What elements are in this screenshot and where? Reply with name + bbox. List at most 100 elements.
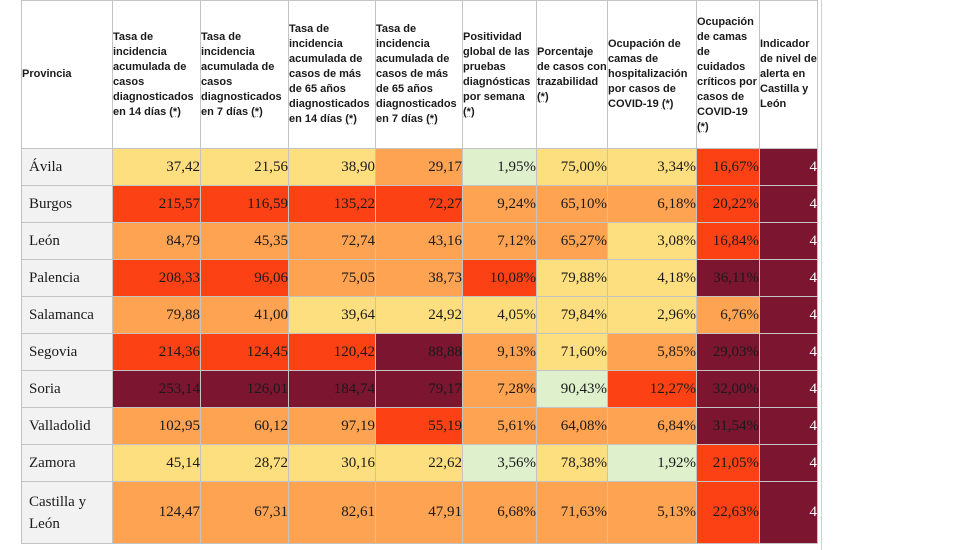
value-cell: 135,22 [288,185,376,223]
value-cell: 72,27 [375,185,463,223]
value-cell: 253,14 [112,370,201,408]
value-cell: 43,16 [375,222,463,260]
province-cell: Segovia [21,333,113,371]
alert-level-cell: 4 [759,259,818,297]
alert-indicators-table: Provincia Tasa de incidencia acumulada de… [21,0,818,544]
footnote-marker[interactable]: (*) [426,113,438,125]
footnote-marker[interactable]: (*) [537,90,549,103]
value-cell: 78,38% [536,444,608,482]
value-cell: 38,90 [288,148,376,186]
column-header: Ocupación de camas de hospitalización po… [607,0,697,149]
table-row: Valladolid 102,95 60,12 97,19 55,19 5,61% 64,0… [21,407,818,445]
column-header: Porcentaje de casos con trazabilidad (*) [536,0,608,149]
value-cell: 84,79 [112,222,201,260]
table-row: Palencia 208,33 96,06 75,05 38,73 10,08% 79,88… [21,259,818,297]
value-cell: 28,72 [200,444,289,482]
column-header-label: Tasa de incidencia acumulada de casos de… [289,23,370,125]
value-cell: 6,68% [462,481,537,544]
value-cell: 97,19 [288,407,376,445]
value-cell: 55,19 [375,407,463,445]
value-cell: 32,00% [696,370,760,408]
province-cell: Burgos [21,185,113,223]
footnote-marker[interactable]: (*) [169,105,181,118]
value-cell: 5,85% [607,333,697,371]
value-cell: 30,16 [288,444,376,482]
value-cell: 6,76% [696,296,760,334]
value-cell: 16,84% [696,222,760,260]
value-cell: 3,34% [607,148,697,186]
column-header-cell: Tasa de incidencia acumulada de casos di… [114,30,200,120]
province-cell: León [21,222,113,260]
column-header-cell: Porcentaje de casos con trazabilidad (*) [537,45,607,105]
value-cell: 71,60% [536,333,608,371]
value-cell: 12,27% [607,370,697,408]
value-cell: 124,45 [200,333,289,371]
province-cell: Valladolid [21,407,113,445]
value-cell: 82,61 [288,481,376,544]
footnote-marker[interactable]: (*) [251,105,263,118]
column-header-label: Tasa de incidencia acumulada de casos di… [201,30,282,118]
alert-level-cell: 4 [759,148,818,186]
value-cell: 45,14 [112,444,201,482]
value-cell: 47,91 [375,481,463,544]
value-cell: 3,56% [462,444,537,482]
column-header: Tasa de incidencia acumulada de casos de… [375,0,463,149]
alert-level-cell: 4 [759,333,818,371]
value-cell: 41,00 [200,296,289,334]
value-cell: 1,95% [462,148,537,186]
column-header: Provincia [21,0,113,149]
province-cell: Palencia [21,259,113,297]
value-cell: 102,95 [112,407,201,445]
column-header-label: Ocupación de camas de hospitalización po… [608,38,688,110]
value-cell: 79,84% [536,296,608,334]
value-cell: 116,59 [200,185,289,223]
column-header-cell: Tasa de incidencia acumulada de casos de… [377,22,462,127]
value-cell: 184,74 [288,370,376,408]
table-row: Burgos 215,57 116,59 135,22 72,27 9,24% 65,10%… [21,185,818,223]
divider-line [821,0,822,550]
table-row: Ávila 37,42 21,56 38,90 29,17 1,95% 75,00% 3,34… [21,148,818,186]
value-cell: 214,36 [112,333,201,371]
province-cell: Salamanca [21,296,113,334]
value-cell: 60,12 [200,407,289,445]
column-header-cell: Provincia [22,67,112,82]
value-cell: 72,74 [288,222,376,260]
value-cell: 29,17 [375,148,463,186]
table-row: Segovia 214,36 124,45 120,42 88,88 9,13% 71,60… [21,333,818,371]
column-header-label: Indicador de nivel de alerta en Castilla… [760,38,817,110]
value-cell: 22,62 [375,444,463,482]
province-cell: Castilla y León [21,481,113,544]
footnote-marker[interactable]: (*) [463,105,475,118]
table-row: Salamanca 79,88 41,00 39,64 24,92 4,05% 79,84%… [21,296,818,334]
value-cell: 22,63% [696,481,760,544]
alert-level-cell: 4 [759,370,818,408]
column-header-label: Provincia [22,68,72,80]
value-cell: 65,10% [536,185,608,223]
alert-level-cell: 4 [759,222,818,260]
province-cell: Ávila [21,148,113,186]
value-cell: 9,13% [462,333,537,371]
column-header: Tasa de incidencia acumulada de casos di… [200,0,289,149]
value-cell: 120,42 [288,333,376,371]
column-header-cell: Ocupación de camas de cuidados críticos … [697,15,759,135]
value-cell: 2,96% [607,296,697,334]
footnote-marker[interactable]: (*) [345,113,357,125]
value-cell: 31,54% [696,407,760,445]
value-cell: 1,92% [607,444,697,482]
value-cell: 7,12% [462,222,537,260]
value-cell: 65,27% [536,222,608,260]
value-cell: 45,35 [200,222,289,260]
footnote-marker[interactable]: (*) [697,120,709,133]
value-cell: 4,18% [607,259,697,297]
value-cell: 6,18% [607,185,697,223]
value-cell: 208,33 [112,259,201,297]
column-header: Positividad global de las pruebas diagnó… [462,0,537,149]
alert-level-cell: 4 [759,185,818,223]
value-cell: 6,84% [607,407,697,445]
table-row: Soria 253,14 126,01 184,74 79,17 7,28% 90,43% 1… [21,370,818,408]
value-cell: 16,67% [696,148,760,186]
province-cell: Soria [21,370,113,408]
value-cell: 21,56 [200,148,289,186]
table-row: León 84,79 45,35 72,74 43,16 7,12% 65,27% 3,08%… [21,222,818,260]
footnote-marker[interactable]: (*) [661,98,674,110]
